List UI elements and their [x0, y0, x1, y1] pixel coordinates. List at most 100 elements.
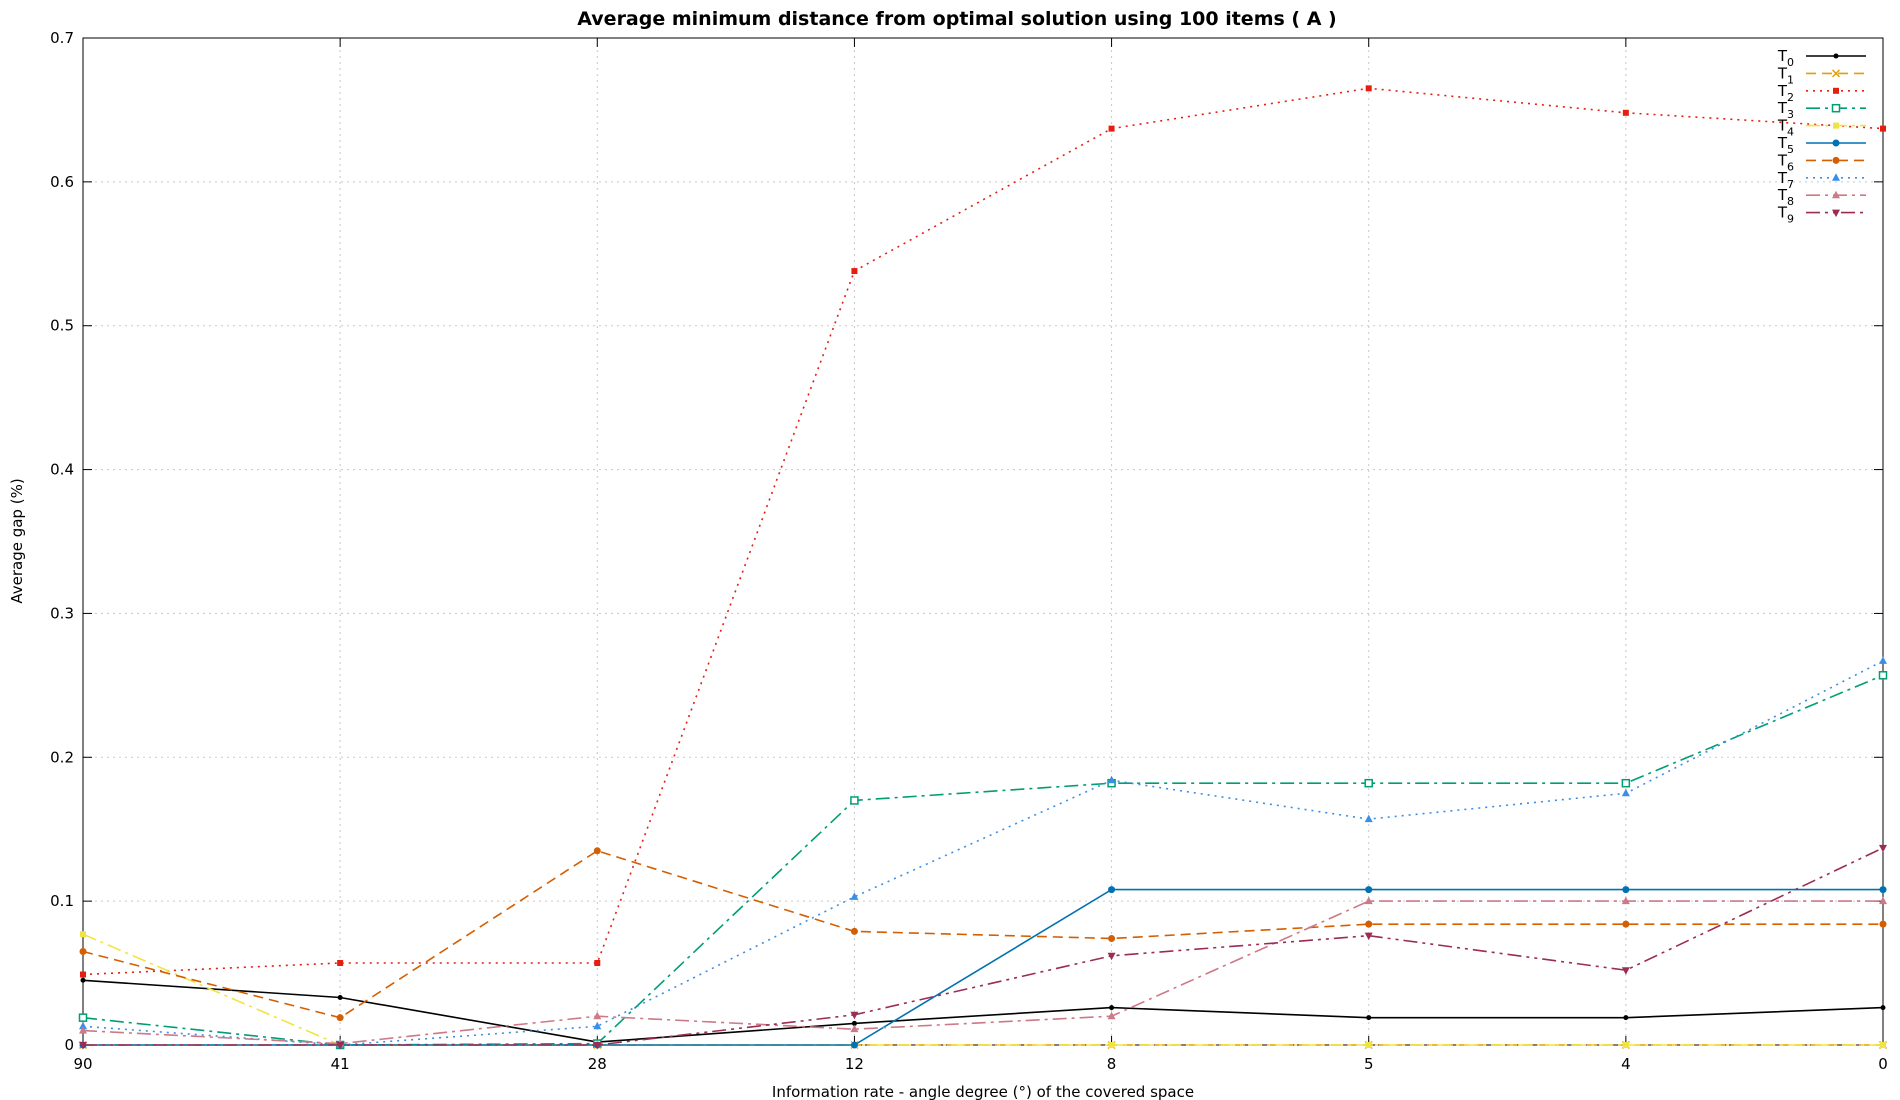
legend-item: T9	[1777, 204, 1866, 226]
chart-title: Average minimum distance from optimal so…	[577, 8, 1336, 30]
data-point	[1880, 125, 1886, 132]
legend-item: T6	[1777, 151, 1866, 173]
x-tick-label: 41	[331, 1055, 350, 1073]
y-tick-label: 0.2	[50, 748, 74, 766]
x-tick-label: 12	[845, 1055, 864, 1073]
series-T6	[79, 847, 1887, 1022]
data-point	[1879, 896, 1887, 905]
y-tick-label: 0	[64, 1036, 74, 1054]
y-tick-label: 0.5	[50, 317, 74, 335]
series-line	[82, 849, 1883, 1019]
data-point	[1621, 967, 1630, 975]
data-point	[79, 1026, 87, 1034]
data-point	[1879, 886, 1887, 894]
x-tick-label: 8	[1107, 1055, 1117, 1073]
data-point	[1365, 85, 1372, 92]
series-layer	[78, 85, 1888, 1050]
data-point	[1832, 190, 1840, 199]
data-point	[79, 947, 87, 955]
data-point	[1621, 778, 1631, 788]
series-line	[83, 847, 1884, 1046]
series-line	[82, 933, 1883, 1046]
series-line	[82, 674, 1884, 1046]
series-T8	[79, 896, 1887, 1047]
series-T9	[79, 844, 1887, 1050]
data-point	[1832, 156, 1840, 164]
data-point	[1366, 1015, 1372, 1021]
y-tick-label: 0.1	[50, 892, 74, 910]
data-point	[1833, 87, 1839, 94]
data-point	[1364, 814, 1373, 823]
series-T2	[80, 85, 1886, 978]
data-point	[1108, 935, 1116, 943]
data-point	[1107, 1011, 1116, 1020]
data-point	[1107, 775, 1116, 784]
data-point	[1365, 1042, 1372, 1048]
legend-item: T4	[1777, 117, 1866, 139]
x-tick-label: 5	[1364, 1055, 1374, 1073]
data-point	[851, 268, 858, 275]
data-point	[1364, 932, 1373, 941]
data-point	[79, 1021, 87, 1030]
data-point	[850, 927, 858, 935]
legend-item: T8	[1777, 186, 1866, 208]
legend-item: T2	[1777, 82, 1866, 104]
legend-label: T4	[1777, 117, 1794, 139]
data-point	[850, 1024, 859, 1033]
series-T5	[79, 886, 1887, 1049]
x-tick-label: 28	[588, 1055, 607, 1073]
data-point	[1621, 896, 1630, 905]
data-point	[1621, 788, 1630, 797]
data-point	[1880, 1042, 1886, 1048]
data-point	[80, 977, 86, 983]
data-point	[1879, 844, 1887, 853]
series-line	[82, 87, 1884, 976]
legend-label: T3	[1777, 99, 1794, 121]
legend-label: T8	[1777, 186, 1794, 208]
data-point	[1622, 886, 1630, 894]
legend-label: T2	[1777, 82, 1794, 104]
data-point	[1107, 952, 1116, 961]
series-line	[82, 979, 1884, 1043]
data-point	[1364, 896, 1373, 905]
series-T4	[80, 931, 1886, 1048]
legend-item: T3	[1777, 99, 1866, 121]
data-point	[80, 931, 86, 938]
data-point	[1832, 139, 1840, 147]
legend-item: T7	[1777, 169, 1866, 191]
data-point	[1833, 53, 1839, 59]
data-point	[337, 995, 343, 1001]
y-tick-label: 0.3	[50, 604, 74, 622]
data-point	[1833, 122, 1839, 129]
data-point	[1622, 109, 1629, 116]
data-point	[851, 1020, 857, 1026]
data-point	[593, 847, 601, 855]
axis-ticks: 0 0.1 0.2 0.3 0.4 0.5 0.6 0.7 90 41 28 12 8 5 4 0	[50, 29, 1888, 1073]
data-point	[1832, 173, 1840, 181]
series-T3	[78, 671, 1888, 1050]
legend-item: T1	[1777, 64, 1866, 86]
series-line	[82, 900, 1883, 1045]
grid	[83, 38, 1883, 1045]
legend-label: T7	[1777, 169, 1794, 191]
data-point	[850, 1041, 858, 1049]
data-point	[850, 796, 859, 805]
data-point	[1879, 920, 1887, 928]
data-point	[1108, 125, 1115, 132]
data-point	[1364, 778, 1373, 788]
y-tick-label: 0.7	[50, 29, 74, 47]
x-axis-label: Information rate - angle degree (°) of t…	[772, 1083, 1194, 1100]
data-point	[593, 1011, 602, 1020]
data-point	[1623, 1015, 1629, 1021]
data-point	[850, 892, 859, 900]
data-point	[1622, 1042, 1629, 1048]
data-point	[80, 971, 86, 978]
data-point	[1108, 886, 1116, 894]
series-line	[83, 888, 1883, 1046]
series-T7	[79, 656, 1887, 1048]
data-point	[336, 1014, 344, 1022]
data-point	[593, 1042, 602, 1050]
legend-label: T9	[1777, 204, 1794, 226]
